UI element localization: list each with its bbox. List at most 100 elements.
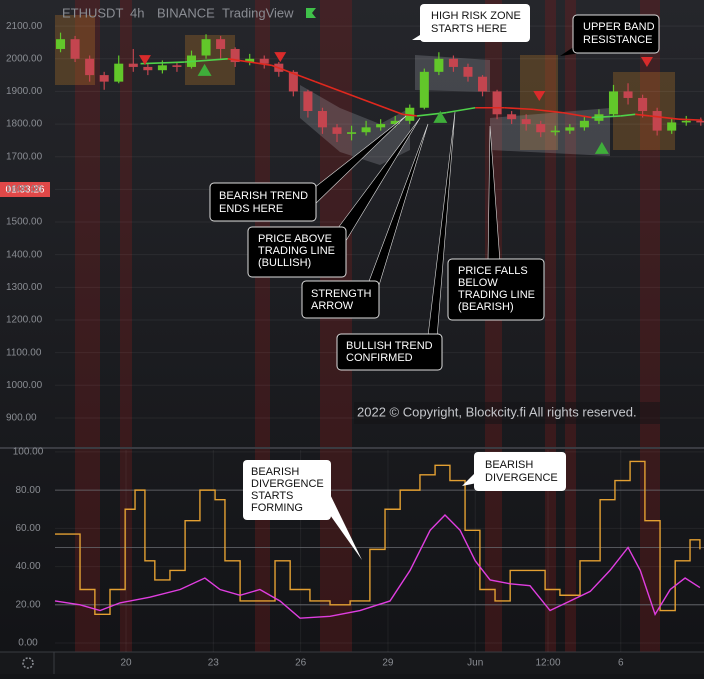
volatility-band [300, 55, 610, 165]
flag-icon [306, 8, 316, 18]
candle-body [492, 91, 502, 115]
candle-body [245, 58, 255, 63]
candle-body [536, 124, 546, 133]
symbol: ETHUSDT [62, 5, 123, 20]
y-tick-label: 1500.00 [6, 217, 43, 228]
trading-line [140, 61, 185, 65]
callout: PRICE FALLS BELOW TRADING LINE (BEARISH) [447, 125, 545, 321]
y-tick-label: 60.00 [15, 523, 40, 534]
settings-icon[interactable] [22, 657, 34, 669]
candle-body [521, 119, 531, 125]
y-tick-label: 1700.00 [6, 151, 43, 162]
candle-body [376, 124, 386, 128]
x-tick-label: 23 [208, 658, 220, 669]
candle-body [696, 120, 704, 123]
trading-line [314, 80, 360, 99]
copyright-bg [354, 402, 660, 424]
candle-body [172, 65, 182, 67]
trading-line [184, 57, 228, 63]
candle-body [85, 58, 95, 76]
candle-body [638, 97, 648, 112]
candle-body [434, 58, 444, 72]
callouts: HIGH RISK ZONE STARTS HERE UPPER BAND RESI… [209, 4, 660, 560]
candle-body [550, 130, 560, 133]
candle-body [99, 75, 109, 82]
callout: BEARISH DIVERGENCE STARTS FORMING [243, 460, 362, 560]
candle-body [303, 91, 313, 112]
interval: 4h [130, 5, 144, 20]
callout: UPPER BAND RESISTANCE [560, 14, 660, 56]
candle-body [347, 132, 357, 134]
candle-body [56, 39, 66, 49]
candle-body [478, 76, 488, 92]
y-tick-label: 2100.00 [6, 21, 43, 32]
y-tick-label: 80.00 [15, 485, 40, 496]
zone-boxes [55, 15, 675, 150]
trading-line [227, 57, 272, 67]
candle-body [128, 63, 138, 67]
trading-line [620, 113, 636, 117]
trading-line [533, 108, 563, 114]
trading-line [504, 106, 534, 111]
countdown: 01:33:26 [6, 185, 45, 196]
candle-body [157, 65, 167, 71]
exchange: BINANCE [157, 5, 215, 20]
y-tick-label: 2000.00 [6, 53, 43, 64]
candle-body [463, 66, 473, 77]
sell-signal [640, 57, 653, 68]
oscillator-line [54, 513, 701, 619]
candle-body [114, 63, 124, 82]
candle-body [608, 91, 619, 115]
y-tick-label: 1800.00 [6, 119, 43, 130]
trading-line [402, 113, 418, 117]
candle-body [579, 120, 589, 128]
candle-body [652, 111, 662, 131]
y-tick-label: 0.00 [18, 638, 38, 649]
candle-body [419, 71, 429, 108]
candle-body [317, 111, 327, 128]
candle-body [405, 107, 415, 121]
y-tick-label: 1200.00 [6, 315, 43, 326]
sell-signal [533, 90, 546, 101]
time-axis [0, 652, 704, 674]
candle-body [201, 39, 211, 56]
callout: STRENGTH ARROW [301, 123, 429, 319]
candle-body [390, 120, 400, 125]
candle-body [623, 91, 633, 98]
candle-body [565, 127, 575, 131]
trading-line [649, 115, 680, 120]
callout: BEARISH DIVERGENCE [462, 452, 566, 491]
candle-body [143, 66, 153, 71]
candle-body [230, 48, 240, 63]
x-tick-label: Jun [467, 658, 483, 669]
buy-signal [197, 63, 212, 76]
y-tick-label: 1600.00 [6, 184, 43, 195]
oscillator-line [55, 460, 701, 616]
y-tick-label: 100.00 [13, 447, 44, 458]
trading-line [591, 115, 621, 119]
buy-signal [433, 110, 448, 123]
x-tick-label: 12:00 [535, 658, 560, 669]
x-tick-label: 6 [618, 658, 624, 669]
candle-body [259, 58, 269, 64]
sell-signal [274, 52, 287, 63]
countdown-box [0, 182, 50, 197]
candle-body [507, 114, 517, 120]
candle-body [70, 39, 80, 59]
candle-body [361, 127, 371, 133]
trading-line [562, 111, 592, 119]
callout: BULLISH TREND CONFIRMED [336, 111, 456, 371]
y-tick-label: 1400.00 [6, 249, 43, 260]
y-tick-label: 20.00 [15, 599, 40, 610]
trading-line [635, 113, 650, 117]
callout: PRICE ABOVE TRADING LINE (BULLISH) [247, 117, 421, 278]
